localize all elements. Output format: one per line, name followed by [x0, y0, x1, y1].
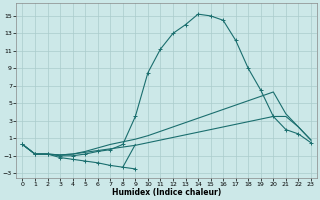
X-axis label: Humidex (Indice chaleur): Humidex (Indice chaleur) — [112, 188, 221, 197]
